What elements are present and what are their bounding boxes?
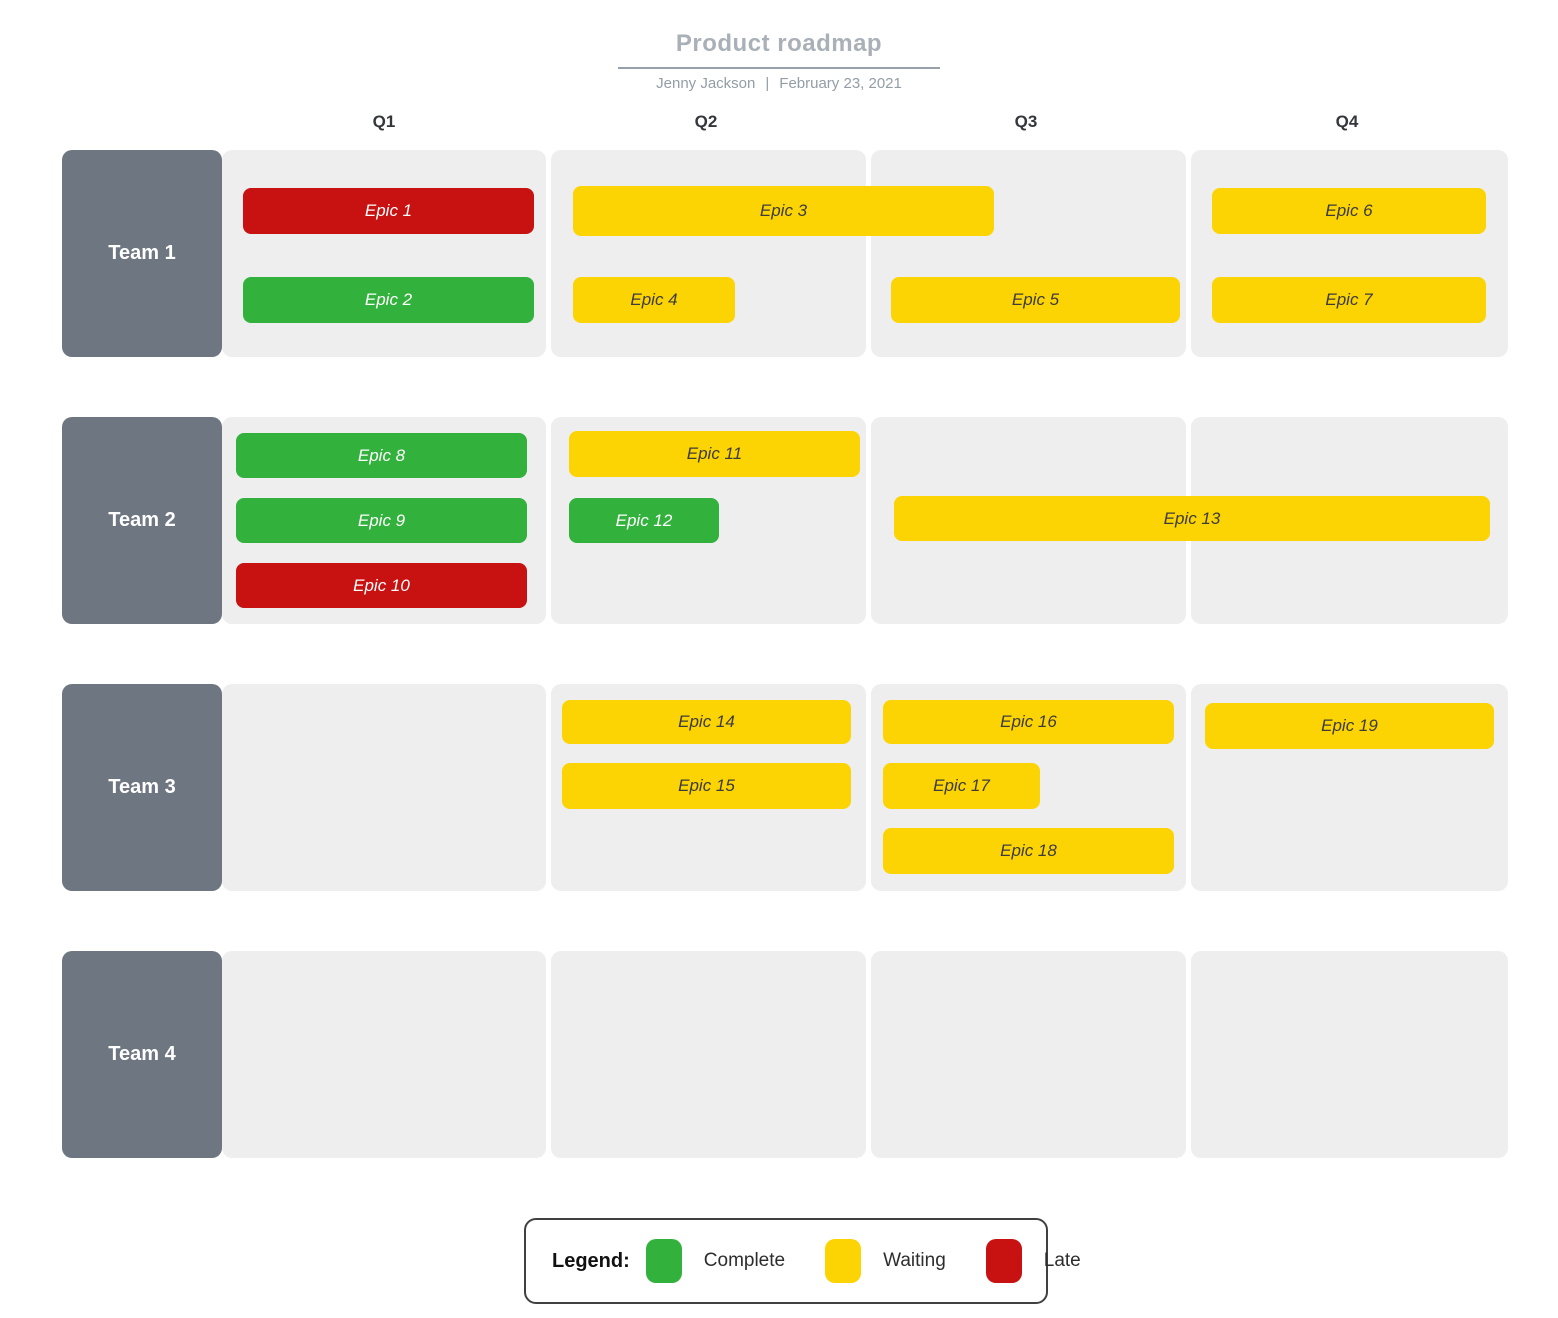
quarter-header-row: Q1 Q2 Q3 Q4 [62, 112, 1508, 132]
epic-label: Epic 7 [1325, 290, 1373, 309]
quarter-header-q3: Q3 [1014, 112, 1038, 131]
epic-bar-epic-11[interactable]: Epic 11 [569, 431, 860, 477]
quarter-header-q1: Q1 [372, 112, 396, 131]
epic-bar-epic-8[interactable]: Epic 8 [236, 433, 527, 478]
quarter-header-spacer [62, 112, 222, 132]
epic-bar-epic-7[interactable]: Epic 7 [1212, 277, 1486, 323]
epic-bar-epic-1[interactable]: Epic 1 [243, 188, 534, 234]
team-row-4: Team 4 [62, 951, 1508, 1158]
legend-swatch-complete [645, 1239, 682, 1283]
page-title: Product roadmap [618, 30, 940, 69]
team-row-3: Team 3 Epic 14 Epic 15 Epic 16 Epic 17 Epic … [62, 684, 1508, 891]
team-name-3: Team 3 [108, 776, 176, 798]
team-name-2: Team 2 [108, 509, 176, 531]
epic-label: Epic 16 [1000, 712, 1057, 731]
team-row-2: Team 2 Epic 8 Epic 9 Epic 10 Epic 11 Epic 12… [62, 417, 1508, 624]
subtitle-separator: | [765, 75, 770, 92]
epic-label: Epic 2 [364, 290, 413, 309]
team-box-4: Team 4 [62, 951, 222, 1158]
epic-label: Epic 9 [357, 510, 406, 530]
epic-bar-epic-19[interactable]: Epic 19 [1205, 703, 1494, 749]
roadmap-date: February 23, 2021 [779, 75, 902, 92]
legend-label-complete: Complete [703, 1250, 786, 1271]
quarter-header-q2: Q2 [694, 112, 718, 131]
epic-bar-epic-17[interactable]: Epic 17 [883, 763, 1040, 809]
epic-bar-epic-2[interactable]: Epic 2 [243, 277, 534, 323]
legend: Legend: Complete Waiting Late [524, 1218, 1081, 1304]
team-box-1: Team 1 [62, 150, 222, 357]
page-subtitle: Jenny Jackson | February 23, 2021 [0, 76, 1558, 92]
epic-bar-epic-12[interactable]: Epic 12 [569, 498, 719, 543]
epic-layer-team1: Epic 1 Epic 2 Epic 3 Epic 4 Epic 5 Epic 6 Epic… [222, 150, 1508, 357]
epic-label: Epic 11 [686, 444, 743, 463]
epic-label: Epic 3 [759, 201, 808, 220]
epic-label: Epic 14 [678, 712, 735, 731]
epic-bar-epic-3[interactable]: Epic 3 [573, 186, 994, 236]
epic-label: Epic 17 [933, 776, 990, 795]
epic-label: Epic 18 [1000, 841, 1057, 860]
cell-team4-q4 [1191, 951, 1508, 1158]
epic-label: Epic 10 [353, 575, 410, 595]
cell-team4-q2 [551, 951, 866, 1158]
cell-team4-q3 [871, 951, 1186, 1158]
epic-label: Epic 5 [1011, 290, 1060, 309]
epic-layer-team2: Epic 8 Epic 9 Epic 10 Epic 11 Epic 12 Epic 13 [222, 417, 1508, 624]
epic-layer-team4 [222, 951, 1508, 1158]
team-box-2: Team 2 [62, 417, 222, 624]
epic-bar-epic-10[interactable]: Epic 10 [236, 563, 527, 608]
epic-bar-epic-9[interactable]: Epic 9 [236, 498, 527, 543]
team-box-3: Team 3 [62, 684, 222, 891]
quarter-header-q4: Q4 [1335, 112, 1359, 131]
team-name-4: Team 4 [108, 1043, 176, 1065]
epic-label: Epic 6 [1325, 201, 1373, 220]
epic-label: Epic 19 [1321, 716, 1378, 735]
epic-bar-epic-4[interactable]: Epic 4 [573, 277, 735, 323]
epic-bar-epic-18[interactable]: Epic 18 [883, 828, 1174, 874]
legend-swatch-late [985, 1239, 1022, 1283]
epic-bar-epic-15[interactable]: Epic 15 [562, 763, 851, 809]
epic-label: Epic 4 [630, 290, 678, 309]
epic-label: Epic 13 [1163, 508, 1221, 528]
cell-team4-q1 [222, 951, 546, 1158]
team-row-1: Team 1 Epic 1 Epic 2 Epic 3 Epic 4 Epic 5 Epi… [62, 150, 1508, 357]
epic-layer-team3: Epic 14 Epic 15 Epic 16 Epic 17 Epic 18 Epic … [222, 684, 1508, 891]
page-header: Product roadmap Jenny Jackson | February… [0, 0, 1558, 92]
epic-bar-epic-13[interactable]: Epic 13 [894, 496, 1490, 541]
epic-label: Epic 1 [364, 201, 413, 220]
epic-label: Epic 12 [615, 510, 673, 530]
epic-bar-epic-14[interactable]: Epic 14 [562, 700, 851, 744]
team-name-1: Team 1 [108, 242, 176, 264]
epic-label: Epic 8 [357, 445, 406, 465]
legend-title: Legend: [552, 1249, 630, 1272]
epic-label: Epic 15 [678, 776, 735, 795]
cell-team3-q1 [222, 684, 546, 891]
legend-label-waiting: Waiting [883, 1250, 946, 1271]
epic-bar-epic-6[interactable]: Epic 6 [1212, 188, 1486, 234]
epic-bar-epic-16[interactable]: Epic 16 [883, 700, 1174, 744]
epic-bar-epic-5[interactable]: Epic 5 [891, 277, 1180, 323]
legend-swatch-waiting [825, 1239, 862, 1283]
author-name: Jenny Jackson [656, 75, 756, 92]
legend-label-late: Late [1043, 1250, 1081, 1271]
